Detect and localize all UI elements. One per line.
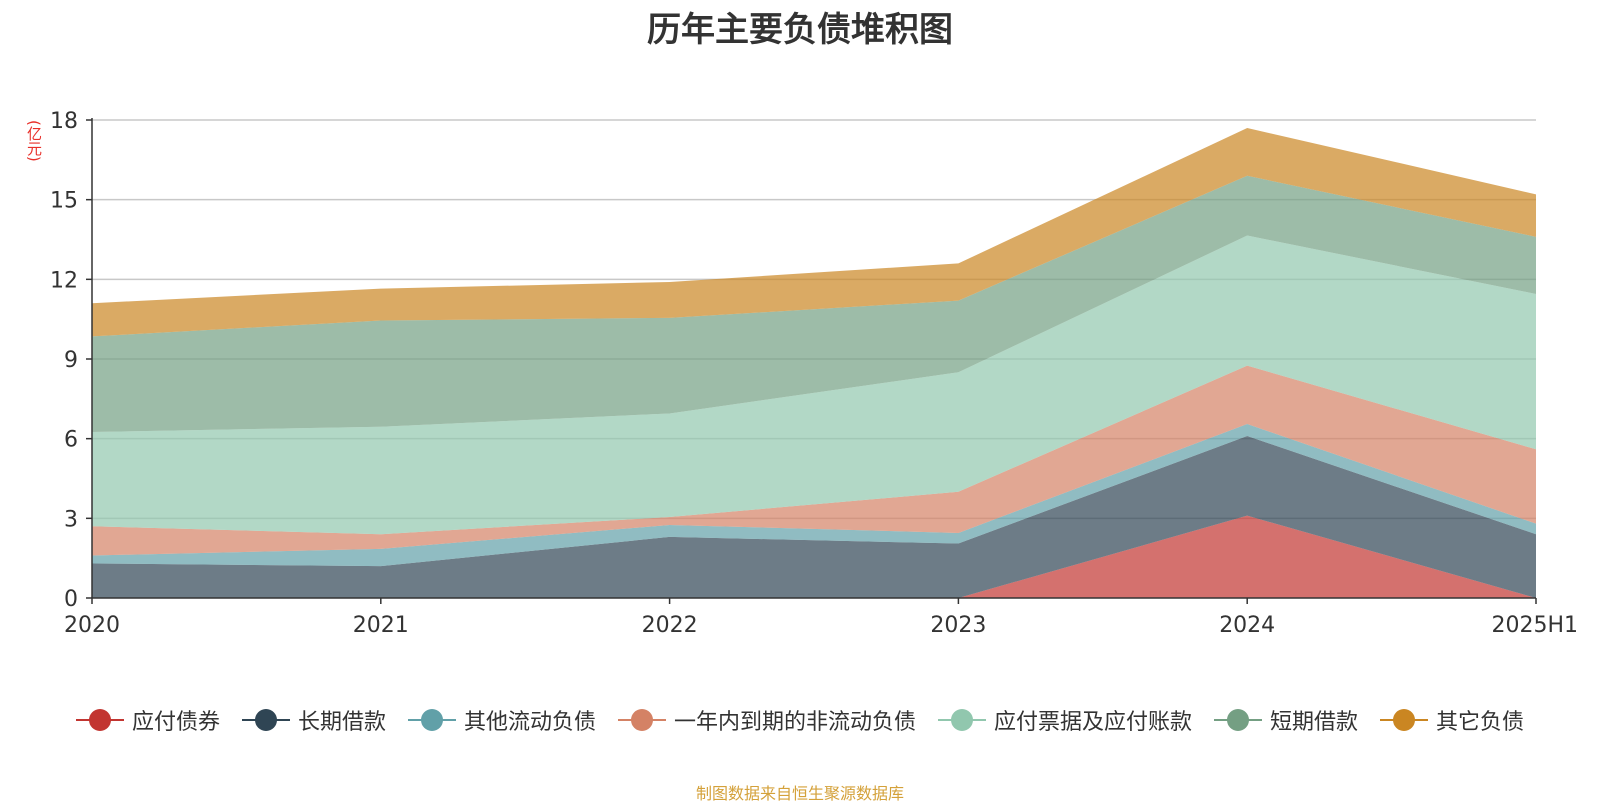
area-series-0 bbox=[92, 515, 1536, 598]
y-tick-label: 9 bbox=[64, 348, 78, 373]
x-tick-label: 2021 bbox=[353, 613, 409, 638]
legend: 应付债券 长期借款 其他流动负债 一年内到期的非流动负债 应付票据及应付账款 短期借款 其它… bbox=[0, 704, 1600, 736]
y-tick-label: 3 bbox=[64, 507, 78, 532]
legend-marker-icon bbox=[407, 709, 456, 731]
legend-item[interactable]: 一年内到期的非流动负债 bbox=[617, 704, 916, 736]
area-series bbox=[92, 127, 1536, 598]
area-series-1 bbox=[92, 436, 1536, 598]
legend-label: 长期借款 bbox=[297, 710, 386, 735]
y-tick-label: 15 bbox=[50, 189, 78, 214]
x-tick-label: 2023 bbox=[930, 613, 986, 638]
legend-label: 其他流动负债 bbox=[463, 710, 596, 735]
x-tick-label: 2025H1 bbox=[1491, 613, 1578, 638]
y-tick-label: 18 bbox=[50, 109, 78, 134]
legend-label: 应付债券 bbox=[131, 710, 220, 735]
axes: 0 3 6 9 12 15 18 2020 2021 2022 2023 2024 2025H1 bbox=[50, 109, 1578, 638]
legend-marker-icon bbox=[938, 709, 986, 731]
legend-label: 一年内到期的非流动负债 bbox=[673, 710, 916, 735]
x-tick-label: 2024 bbox=[1219, 613, 1275, 638]
legend-label: 短期借款 bbox=[1270, 710, 1359, 735]
stacked-area-chart: 0 3 6 9 12 15 18 2020 2021 2022 2023 2024 2025H1 bbox=[50, 109, 1578, 638]
legend-marker-icon bbox=[75, 709, 124, 731]
area-series-3 bbox=[92, 365, 1536, 556]
legend-label: 应付票据及应付账款 bbox=[994, 710, 1193, 735]
area-series-6 bbox=[92, 127, 1536, 337]
y-tick-label: 0 bbox=[64, 587, 78, 612]
area-series-5 bbox=[92, 175, 1536, 433]
legend-label: 其它负债 bbox=[1436, 710, 1525, 735]
legend-item[interactable]: 应付票据及应付账款 bbox=[938, 704, 1192, 736]
y-tick-label: 12 bbox=[50, 268, 78, 293]
legend-marker-icon bbox=[1380, 709, 1429, 731]
area-series-4 bbox=[92, 235, 1536, 535]
legend-marker-icon bbox=[1214, 709, 1263, 731]
legend-item[interactable]: 短期借款 bbox=[1214, 704, 1358, 736]
area-series-2 bbox=[92, 424, 1536, 567]
source-note: 制图数据来自恒生聚源数据库 bbox=[695, 784, 904, 803]
legend-item[interactable]: 应付债券 bbox=[75, 704, 220, 736]
x-tick-label: 2022 bbox=[642, 613, 698, 638]
legend-item[interactable]: 其它负债 bbox=[1380, 704, 1524, 736]
legend-marker-icon bbox=[617, 709, 666, 731]
x-tick-label: 2020 bbox=[64, 613, 120, 638]
legend-item[interactable]: 长期借款 bbox=[241, 704, 386, 736]
y-tick-label: 6 bbox=[64, 428, 78, 453]
y-axis-unit-label: (亿元) bbox=[25, 120, 43, 162]
chart-title: 历年主要负债堆积图 bbox=[647, 10, 953, 50]
legend-marker-icon bbox=[241, 709, 290, 731]
legend-item[interactable]: 其他流动负债 bbox=[407, 704, 596, 736]
